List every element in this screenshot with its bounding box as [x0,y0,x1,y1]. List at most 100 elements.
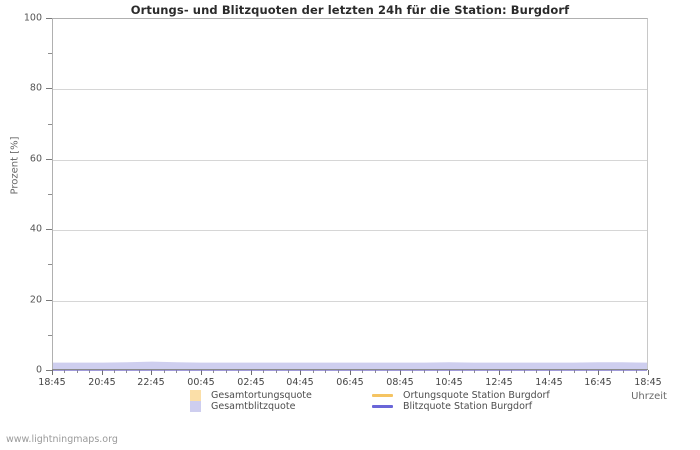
x-tick-minor [263,370,264,373]
x-tick-minor [226,370,227,373]
y-tick-label: 80 [29,82,42,94]
x-tick-label: 18:45 [38,377,66,388]
y-tick-label: 100 [23,12,42,24]
x-tick-minor [623,370,624,373]
x-tick-label: 08:45 [386,377,414,388]
x-tick-major [350,370,351,375]
x-tick-label: 04:45 [286,377,314,388]
legend-item-label: Gesamtortungsquote [211,390,312,401]
x-tick-major [300,370,301,375]
y-axis-title: Prozent [%] [9,136,21,195]
y-tick-major [46,158,52,160]
x-tick-minor [176,370,177,373]
x-axis-title: Uhrzeit [631,391,667,402]
y-tick-major [46,18,52,19]
chart-title: Ortungs- und Blitzquoten der letzten 24h… [130,3,570,17]
y-tick-major [46,88,52,90]
x-tick-minor [487,370,488,373]
gridline [53,89,647,91]
x-tick-minor [375,370,376,373]
x-tick-major [201,370,202,375]
x-tick-major [251,370,252,375]
x-tick-minor [213,370,214,373]
x-tick-minor [288,370,289,373]
series-layer [53,361,647,370]
x-tick-minor [574,370,575,373]
y-tick-label: 40 [29,223,42,235]
y-tick-label: 0 [35,364,42,376]
chart-legend: Gesamtortungsquote Gesamtblitzquote Ortun… [190,390,660,412]
y-tick-minor [48,194,52,195]
x-tick-minor [313,370,314,373]
x-axis-line [52,369,648,370]
x-tick-major [102,370,103,375]
y-tick-label: 20 [29,294,42,306]
x-tick-minor [561,370,562,373]
x-tick-label: 16:45 [584,377,612,388]
x-tick-minor [325,370,326,373]
x-tick-minor [164,370,165,373]
x-tick-major [449,370,450,375]
legend-item[interactable]: Gesamtortungsquote [190,390,340,401]
x-tick-minor [586,370,587,373]
legend-column-areas: Gesamtortungsquote Gesamtblitzquote [190,390,340,412]
x-tick-label: 06:45 [336,377,364,388]
x-tick-minor [276,370,277,373]
x-tick-minor [338,370,339,373]
x-tick-major [400,370,401,375]
y-tick-minor [48,334,52,336]
x-tick-label: 18:45 [634,377,662,388]
legend-item-label: Ortungsquote Station Burgdorf [403,390,550,401]
x-tick-minor [114,370,115,373]
y-tick-minor [48,264,52,266]
site-credit: www.lightningmaps.org [6,434,118,445]
x-tick-minor [362,370,363,373]
x-tick-minor [611,370,612,373]
x-tick-label: 22:45 [137,377,165,388]
y-tick-major [46,299,52,301]
x-tick-label: 10:45 [435,377,463,388]
x-tick-major [648,370,649,375]
legend-item[interactable]: Ortungsquote Station Burgdorf [348,390,660,401]
gridline [53,230,647,232]
x-tick-major [52,370,53,375]
area-series [53,361,647,370]
legend-column-lines: Ortungsquote Station Burgdorf Blitzquote … [348,390,660,412]
x-tick-minor [387,370,388,373]
x-tick-label: 00:45 [187,377,215,388]
x-tick-major [151,370,152,375]
gridline [53,159,647,161]
x-tick-label: 14:45 [535,377,563,388]
x-tick-label: 12:45 [485,377,513,388]
x-tick-minor [238,370,239,373]
x-tick-minor [536,370,537,373]
x-tick-minor [474,370,475,373]
gridline [53,300,647,302]
legend-item[interactable]: Blitzquote Station Burgdorf [348,401,660,412]
x-tick-minor [189,370,190,373]
x-tick-minor [412,370,413,373]
y-tick-major [46,370,52,371]
x-tick-minor [139,370,140,373]
legend-item[interactable]: Gesamtblitzquote [190,401,340,412]
legend-line-icon [372,405,393,408]
legend-item-label: Blitzquote Station Burgdorf [403,401,533,412]
legend-swatch-icon [190,390,201,401]
x-tick-minor [89,370,90,373]
y-tick-major [46,229,52,231]
x-tick-minor [636,370,637,373]
y-tick-minor [48,123,52,125]
y-tick-label: 60 [29,153,42,165]
x-tick-major [598,370,599,375]
y-tick-minor [48,53,52,55]
x-tick-minor [524,370,525,373]
x-tick-label: 02:45 [237,377,265,388]
x-tick-label: 20:45 [88,377,116,388]
x-tick-minor [64,370,65,373]
legend-swatch-icon [190,401,201,412]
legend-item-label: Gesamtblitzquote [211,401,296,412]
x-tick-major [499,370,500,375]
x-tick-minor [126,370,127,373]
x-tick-minor [462,370,463,373]
